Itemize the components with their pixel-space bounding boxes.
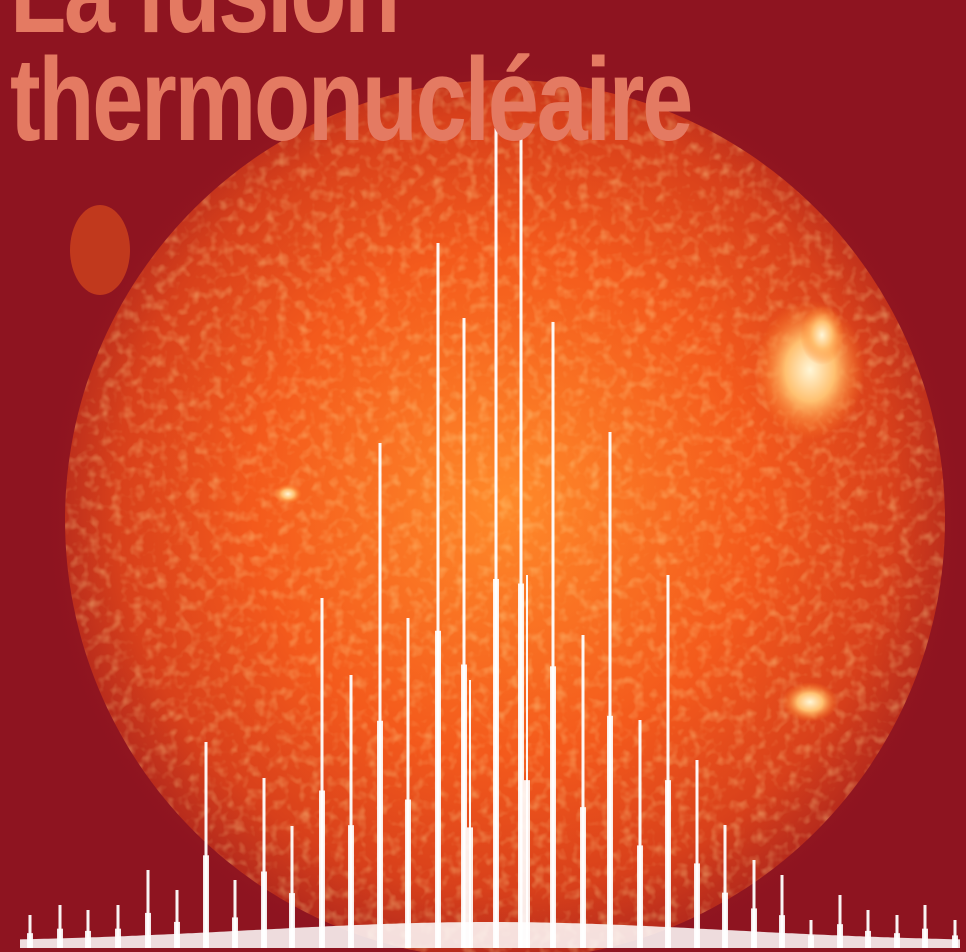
spectral-line-body	[405, 799, 411, 948]
spectral-line-body	[808, 935, 814, 948]
spectral-line-body	[751, 908, 757, 948]
spectral-line-body	[435, 630, 441, 948]
solar-disk	[65, 80, 945, 952]
spectral-line-body	[580, 807, 586, 948]
spectral-line-body	[145, 912, 151, 948]
spectral-line-body	[377, 720, 383, 948]
spectral-line-body	[174, 921, 180, 948]
spectral-line-body	[952, 935, 958, 948]
spectral-line-body	[467, 827, 473, 948]
spectral-line-body	[289, 893, 295, 948]
spectral-line-body	[261, 871, 267, 948]
spectral-line-body	[607, 715, 613, 948]
spectral-line-body	[85, 930, 91, 948]
spectral-line-body	[461, 664, 467, 948]
spectral-line-body	[779, 915, 785, 948]
spectral-line-body	[493, 579, 499, 948]
spectral-line-body	[665, 780, 671, 948]
spectral-line-body	[694, 863, 700, 948]
spectral-line-body	[550, 666, 556, 948]
spectral-line-body	[865, 930, 871, 948]
spectral-line-body	[637, 845, 643, 948]
spectral-line-body	[524, 780, 530, 948]
spectral-line-body	[27, 933, 33, 948]
cover-title: La fusion thermonucléaire	[10, 0, 693, 166]
spectral-line-body	[837, 924, 843, 948]
spectral-line-body	[894, 933, 900, 948]
spectral-line-body	[115, 928, 121, 948]
spectral-line-body	[319, 790, 325, 948]
title-line-2: thermonucléaire	[10, 34, 693, 166]
spectral-line-body	[722, 892, 728, 948]
spectral-line-body	[518, 583, 524, 948]
solar-flares	[70, 205, 865, 722]
spectral-line-body	[57, 928, 63, 948]
emission-spectrum	[20, 128, 960, 948]
title-line-1: La fusion	[10, 0, 691, 51]
spectral-line-body	[203, 855, 209, 948]
spectral-line-body	[922, 928, 928, 948]
spectral-line-body	[348, 825, 354, 948]
spectral-line-body	[232, 917, 238, 948]
